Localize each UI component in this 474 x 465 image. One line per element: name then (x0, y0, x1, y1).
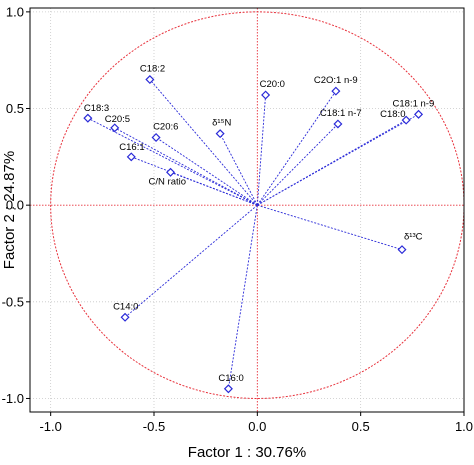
vector-0 (149, 79, 258, 206)
vector-11 (170, 171, 258, 206)
y-tick-label-0: -1.0 (2, 391, 24, 406)
marker-8 (151, 132, 161, 143)
x-tick-label-0: -1.0 (39, 419, 61, 434)
marker-6 (83, 113, 93, 123)
x-axis-title: Factor 1 : 30.76% (188, 444, 306, 461)
loading-vectors (87, 79, 419, 389)
point-label-8: C20:6 (153, 122, 178, 133)
vector-1 (256, 94, 267, 206)
point-label-3: C18:1 n-9 (393, 98, 435, 109)
marker-5 (333, 119, 343, 129)
point-label-14: C16:0 (218, 373, 243, 384)
marker-0 (145, 74, 155, 85)
y-axis-title: Factor 2 : 24.87% (1, 151, 18, 269)
point-label-7: C20:5 (105, 114, 130, 125)
x-axis-ticks: -1.0 -0.5 0.0 0.5 1.0 (39, 412, 473, 434)
y-tick-label-3: 0.5 (6, 101, 24, 116)
marker-10 (126, 152, 136, 162)
point-label-5: C18:1 n-7 (320, 108, 362, 119)
marker-7 (110, 123, 120, 133)
y-tick-label-2: 0.0 (6, 198, 24, 213)
y-axis-ticks: -1.0 -0.5 0.0 0.5 1.0 (2, 4, 30, 406)
loading-markers (83, 74, 424, 394)
x-tick-label-2: 0.0 (248, 419, 266, 434)
marker-13 (120, 312, 130, 322)
vector-6 (87, 117, 258, 206)
point-label-9: δ¹⁵N (212, 118, 231, 129)
vector-4 (257, 119, 407, 206)
marker-12 (397, 245, 407, 255)
point-label-4: C18:0 (380, 109, 405, 120)
marker-11 (166, 167, 176, 177)
y-tick-label-1: -0.5 (2, 294, 24, 309)
vector-8 (155, 137, 258, 206)
vector-14 (227, 205, 258, 389)
point-label-2: C2O:1 n-9 (314, 75, 358, 86)
zero-lines (30, 8, 464, 412)
y-tick-label-4: 1.0 (6, 4, 24, 19)
vector-7 (114, 127, 258, 206)
point-label-0: C18:2 (140, 64, 165, 75)
vector-9 (219, 133, 258, 206)
vector-12 (257, 204, 403, 251)
plot-frame (29, 7, 465, 413)
point-label-10: C16:1 (119, 142, 144, 153)
point-label-11: C/N ratio (149, 176, 186, 187)
point-label-6: C18:3 (84, 103, 109, 114)
point-label-12: δ¹³C (404, 232, 423, 243)
vector-3 (257, 113, 419, 206)
marker-1 (261, 90, 271, 100)
marker-2 (331, 86, 341, 96)
x-tick-label-3: 0.5 (352, 419, 370, 434)
vector-13 (124, 204, 258, 318)
point-label-1: C20:0 (260, 79, 285, 90)
x-tick-label-1: -0.5 (143, 419, 165, 434)
marker-14 (223, 384, 233, 394)
vector-5 (257, 123, 339, 206)
marker-3 (414, 109, 424, 119)
marker-4 (401, 115, 411, 125)
x-tick-label-4: 1.0 (455, 419, 473, 434)
point-label-13: C14:0 (113, 301, 138, 312)
marker-9 (215, 129, 225, 139)
